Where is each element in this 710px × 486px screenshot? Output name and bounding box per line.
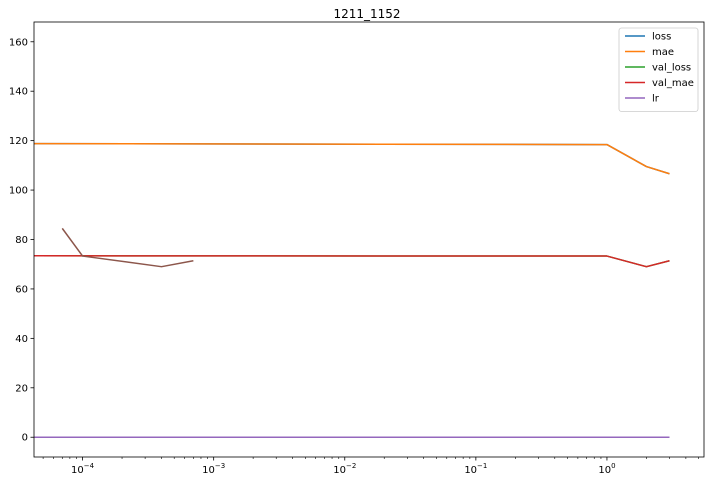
y-tick-label: 80: [15, 235, 28, 246]
chart-title: 1211_1152: [333, 7, 400, 21]
y-tick-label: 20: [15, 383, 28, 394]
series-line-mae: [33, 142, 670, 175]
x-tick-label: 100: [598, 462, 615, 476]
plot-area: [34, 22, 704, 457]
series-line-unnamed-5: [61, 227, 194, 268]
x-tick-exponent: 0: [611, 462, 615, 470]
legend-box: [618, 27, 699, 112]
x-tick-exponent: −1: [477, 462, 487, 470]
x-tick-base: 10: [202, 465, 215, 476]
x-tick-label: 10−3: [202, 462, 225, 476]
y-tick-label: 160: [9, 37, 28, 48]
x-tick-exponent: −2: [346, 462, 356, 470]
x-tick-base: 10: [464, 465, 477, 476]
x-tick-base: 10: [598, 465, 611, 476]
x-tick-label: 10−2: [333, 462, 356, 476]
y-tick-label: 100: [9, 186, 28, 197]
y-tick-label: 0: [22, 433, 28, 444]
x-tick-exponent: −4: [84, 462, 95, 470]
legend-label-lr: lr: [652, 94, 660, 105]
legend-label-mae: mae: [652, 47, 674, 58]
series-line-val_mae: [33, 255, 670, 268]
x-tick-label: 10−1: [464, 462, 487, 476]
legend-label-loss: loss: [652, 32, 671, 43]
legend-label-val_loss: val_loss: [652, 63, 691, 74]
y-tick-label: 140: [9, 87, 28, 98]
series-layer: [33, 142, 670, 438]
x-tick-exponent: −3: [215, 462, 225, 470]
y-tick-label: 120: [9, 136, 28, 147]
y-tick-label: 60: [15, 284, 28, 295]
x-tick-label: 10−4: [71, 462, 95, 476]
legend-label-val_mae: val_mae: [652, 78, 694, 89]
y-axis: 0 20 40 60 80 100 120 140 160: [9, 37, 34, 444]
x-axis: 10−4 10−3 10−2 10−1 100: [42, 457, 699, 476]
x-tick-base: 10: [333, 465, 346, 476]
y-tick-label: 40: [15, 334, 28, 345]
x-tick-base: 10: [71, 465, 84, 476]
